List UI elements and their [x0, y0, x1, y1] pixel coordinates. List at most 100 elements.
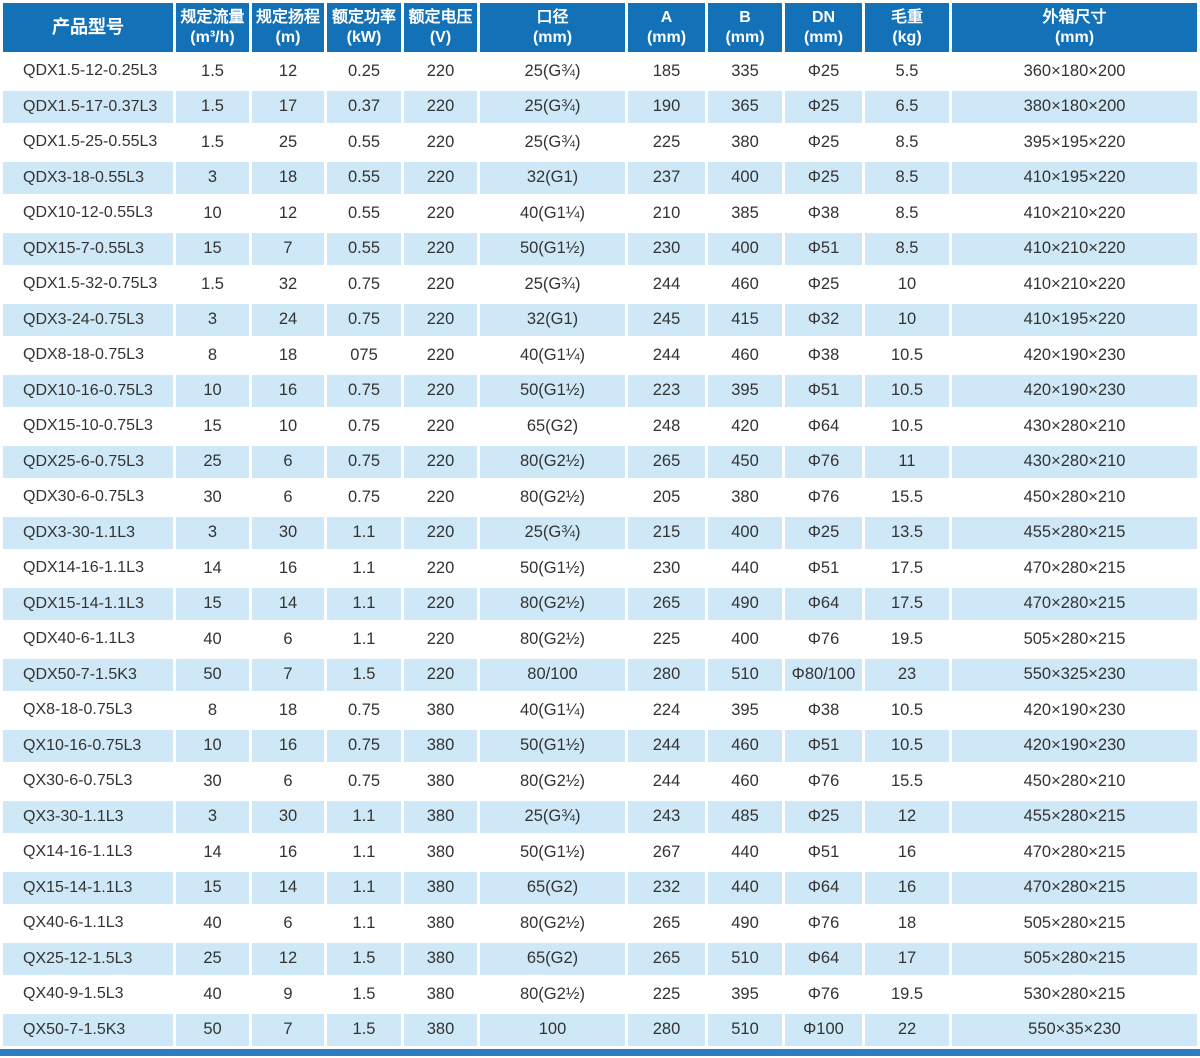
- cell-caliber: 50(G1½): [480, 374, 625, 407]
- cell-box: 470×280×215: [952, 552, 1197, 585]
- cell-weight: 10.5: [865, 694, 949, 727]
- cell-model: QDX1.5-32-0.75L3: [3, 268, 173, 301]
- cell-dn: Φ25: [785, 516, 862, 549]
- cell-model: QX3-30-1.1L3: [3, 800, 173, 833]
- cell-box: 470×280×215: [952, 871, 1197, 904]
- cell-voltage: 220: [404, 303, 477, 336]
- table-row: QX40-6-1.1L3 40 6 1.1 380 80(G2½) 265 490 Φ76 18 5…: [3, 907, 1197, 940]
- cell-caliber: 40(G1¼): [480, 339, 625, 372]
- cell-weight: 10: [865, 268, 949, 301]
- cell-head: 14: [252, 587, 324, 620]
- table-row: QX14-16-1.1L3 14 16 1.1 380 50(G1½) 267 440 Φ51 1…: [3, 836, 1197, 869]
- header-title: 外箱尺寸: [1042, 8, 1107, 26]
- cell-box: 505×280×215: [952, 907, 1197, 940]
- cell-dn: Φ51: [785, 729, 862, 762]
- cell-weight: 10.5: [865, 339, 949, 372]
- cell-head: 16: [252, 552, 324, 585]
- cell-caliber: 80(G2½): [480, 445, 625, 478]
- cell-box: 410×210×220: [952, 197, 1197, 230]
- cell-model: QDX30-6-0.75L3: [3, 481, 173, 514]
- cell-caliber: 50(G1½): [480, 836, 625, 869]
- cell-voltage: 380: [404, 978, 477, 1011]
- cell-box: 410×210×220: [952, 232, 1197, 265]
- cell-voltage: 380: [404, 907, 477, 940]
- cell-model: QDX3-18-0.55L3: [3, 161, 173, 194]
- header-unit: (mm): [532, 28, 573, 46]
- cell-a: 244: [628, 339, 705, 372]
- cell-model: QX14-16-1.1L3: [3, 836, 173, 869]
- header-title: DN: [811, 8, 836, 26]
- cell-box: 395×195×220: [952, 126, 1197, 159]
- cell-box: 410×210×220: [952, 268, 1197, 301]
- header-title: 规定扬程: [255, 8, 320, 26]
- header-unit: (m³/h): [190, 28, 235, 46]
- cell-head: 14: [252, 871, 324, 904]
- cell-model: QX40-9-1.5L3: [3, 978, 173, 1011]
- cell-caliber: 100: [480, 1013, 625, 1046]
- cell-caliber: 80(G2½): [480, 907, 625, 940]
- cell-b: 395: [708, 694, 782, 727]
- cell-head: 7: [252, 232, 324, 265]
- cell-dn: Φ64: [785, 942, 862, 975]
- cell-weight: 5.5: [865, 55, 949, 88]
- cell-caliber: 40(G1¼): [480, 197, 625, 230]
- cell-a: 225: [628, 978, 705, 1011]
- header-unit: (mm): [1054, 28, 1095, 46]
- cell-b: 440: [708, 552, 782, 585]
- cell-box: 410×195×220: [952, 303, 1197, 336]
- table-row: QDX25-6-0.75L3 25 6 0.75 220 80(G2½) 265 450 Φ76…: [3, 445, 1197, 478]
- table-row: QX8-18-0.75L3 8 18 0.75 380 40(G1¼) 224 395 Φ38 1…: [3, 694, 1197, 727]
- cell-flow: 10: [176, 374, 249, 407]
- cell-voltage: 220: [404, 126, 477, 159]
- cell-weight: 8.5: [865, 197, 949, 230]
- header-title: B: [739, 8, 751, 26]
- cell-caliber: 40(G1¼): [480, 694, 625, 727]
- cell-flow: 3: [176, 303, 249, 336]
- cell-dn: Φ25: [785, 268, 862, 301]
- cell-model: QDX40-6-1.1L3: [3, 623, 173, 656]
- cell-model: QDX3-30-1.1L3: [3, 516, 173, 549]
- cell-flow: 1.5: [176, 268, 249, 301]
- table-row: QX10-16-0.75L3 10 16 0.75 380 50(G1½) 244 460 Φ5…: [3, 729, 1197, 762]
- cell-a: 265: [628, 587, 705, 620]
- cell-power: 1.5: [327, 978, 401, 1011]
- header-title: 规定流量: [180, 8, 245, 26]
- cell-caliber: 25(G¾): [480, 516, 625, 549]
- cell-box: 470×280×215: [952, 587, 1197, 620]
- cell-model: QDX1.5-17-0.37L3: [3, 90, 173, 123]
- header-row: 产品型号 规定流量 (m³/h) 规定扬程 (m) 额定功率 (kW) 额定电压…: [3, 3, 1197, 52]
- table-body: QDX1.5-12-0.25L3 1.5 12 0.25 220 25(G¾) 185 335…: [3, 55, 1197, 1046]
- cell-model: QX50-7-1.5K3: [3, 1013, 173, 1046]
- cell-voltage: 220: [404, 90, 477, 123]
- cell-a: 248: [628, 410, 705, 443]
- cell-voltage: 220: [404, 161, 477, 194]
- cell-weight: 15.5: [865, 481, 949, 514]
- cell-weight: 12: [865, 800, 949, 833]
- cell-flow: 40: [176, 978, 249, 1011]
- table-row: QDX15-14-1.1L3 15 14 1.1 220 80(G2½) 265 490 Φ64…: [3, 587, 1197, 620]
- cell-weight: 10.5: [865, 729, 949, 762]
- cell-a: 265: [628, 445, 705, 478]
- table-header: 产品型号 规定流量 (m³/h) 规定扬程 (m) 额定功率 (kW) 额定电压…: [3, 3, 1197, 52]
- cell-dn: Φ76: [785, 481, 862, 514]
- cell-model: QDX3-24-0.75L3: [3, 303, 173, 336]
- cell-caliber: 80(G2½): [480, 765, 625, 798]
- cell-voltage: 220: [404, 587, 477, 620]
- cell-flow: 1.5: [176, 126, 249, 159]
- cell-head: 16: [252, 836, 324, 869]
- col-header-box: 外箱尺寸 (mm): [952, 3, 1197, 52]
- cell-flow: 40: [176, 907, 249, 940]
- col-header-b: B (mm): [708, 3, 782, 52]
- table-row: QDX10-16-0.75L3 10 16 0.75 220 50(G1½) 223 395 Φ…: [3, 374, 1197, 407]
- cell-box: 430×280×210: [952, 445, 1197, 478]
- cell-power: 1.1: [327, 836, 401, 869]
- cell-dn: Φ100: [785, 1013, 862, 1046]
- cell-a: 245: [628, 303, 705, 336]
- cell-power: 0.55: [327, 232, 401, 265]
- cell-voltage: 380: [404, 836, 477, 869]
- table-row: QDX3-18-0.55L3 3 18 0.55 220 32(G1) 237 400 Φ25 8…: [3, 161, 1197, 194]
- cell-power: 0.75: [327, 374, 401, 407]
- cell-flow: 14: [176, 836, 249, 869]
- col-header-model: 产品型号: [3, 3, 173, 52]
- cell-voltage: 220: [404, 481, 477, 514]
